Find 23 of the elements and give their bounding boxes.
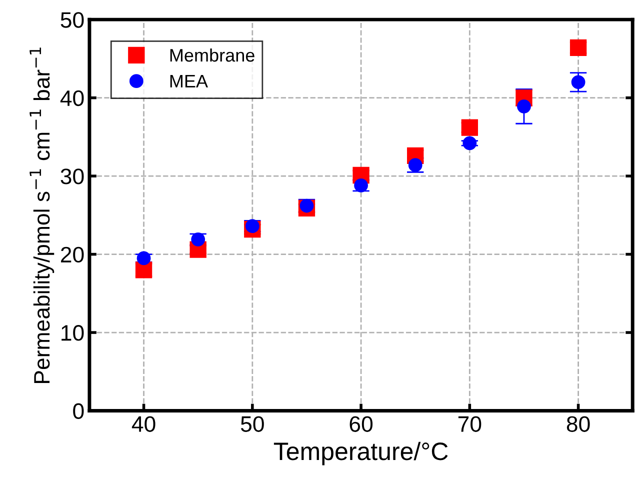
y-tick-label: 10 bbox=[62, 325, 84, 341]
point bbox=[461, 119, 478, 136]
x-tick-label: 40 bbox=[132, 416, 156, 432]
x-tick-label: 60 bbox=[350, 416, 373, 432]
point bbox=[571, 75, 586, 90]
y-axis-title: Permeability/pmol s$^{−1}$ cm$^{−1}$ bar$^{−1}$ bbox=[30, 48, 54, 384]
point bbox=[570, 39, 587, 56]
point bbox=[462, 136, 477, 150]
legend-label: Membrane bbox=[170, 48, 254, 62]
y-tick-label: 50 bbox=[60, 12, 84, 28]
point bbox=[354, 178, 368, 192]
legend-label: MEA bbox=[170, 74, 208, 88]
x-axis-title: Temperature/°C bbox=[274, 442, 448, 466]
x-tick-label: 70 bbox=[458, 416, 482, 432]
point bbox=[135, 262, 152, 278]
point bbox=[517, 99, 531, 114]
y-tick-label: 40 bbox=[60, 90, 84, 106]
point bbox=[136, 251, 151, 266]
x-tick-label: 80 bbox=[566, 416, 590, 432]
y-tick-label: 20 bbox=[61, 246, 84, 263]
y-tick-label: 30 bbox=[60, 168, 84, 184]
y-tick-label: 0 bbox=[73, 403, 84, 420]
x-tick-label: 50 bbox=[240, 416, 264, 432]
